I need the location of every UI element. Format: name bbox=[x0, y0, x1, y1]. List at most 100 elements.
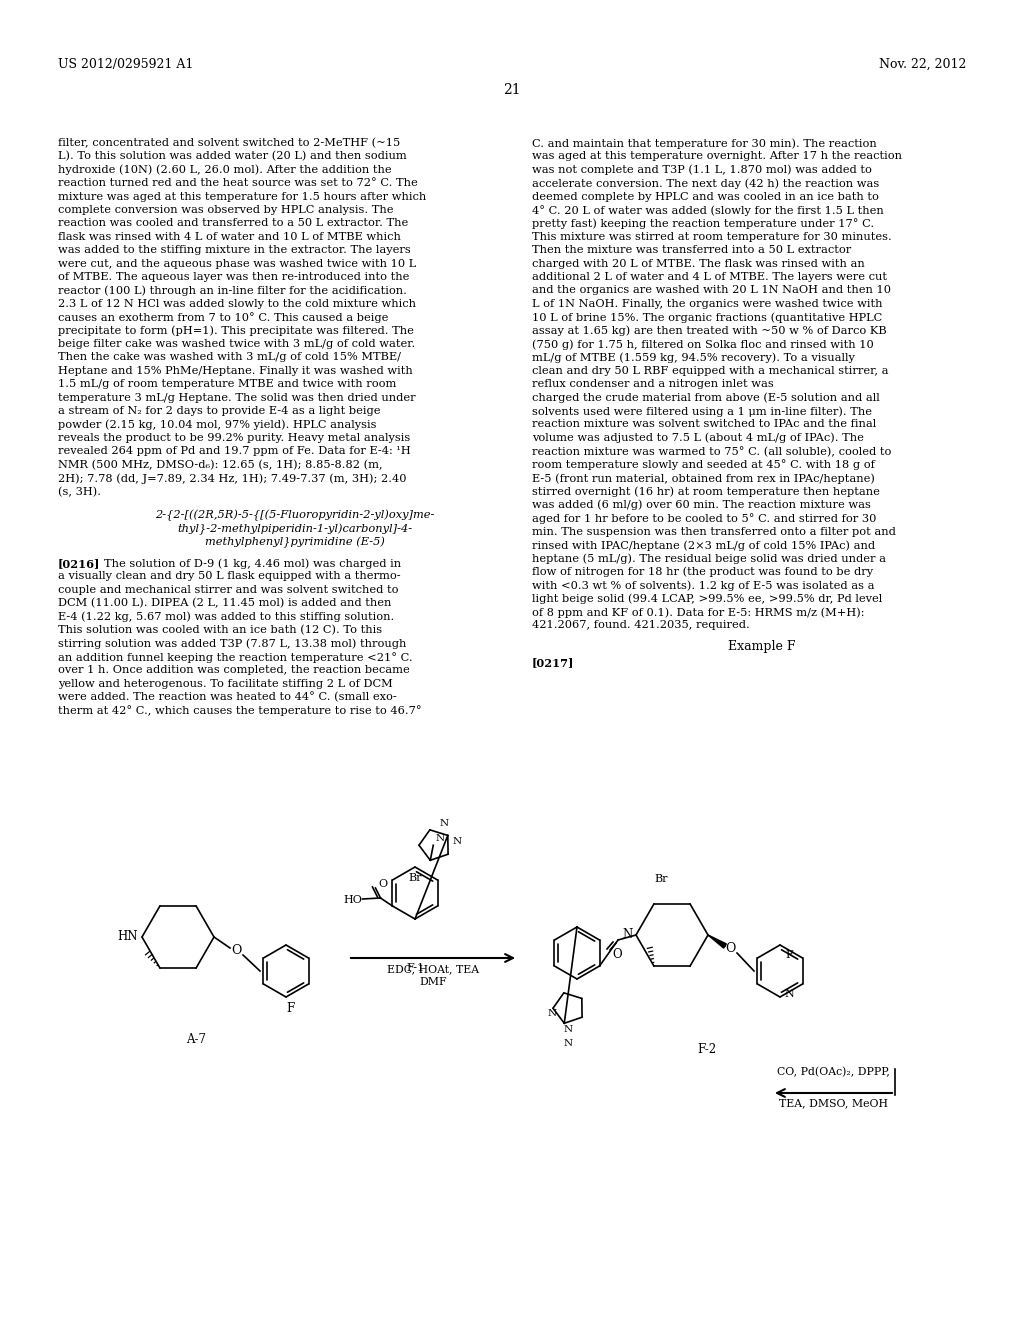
Text: HN: HN bbox=[118, 931, 138, 944]
Text: N: N bbox=[453, 837, 462, 846]
Text: Br: Br bbox=[409, 873, 422, 883]
Text: Example F: Example F bbox=[728, 640, 796, 653]
Text: The solution of D-9 (1 kg, 4.46 mol) was charged in: The solution of D-9 (1 kg, 4.46 mol) was… bbox=[104, 558, 401, 569]
Text: 421.2067, found. 421.2035, required.: 421.2067, found. 421.2035, required. bbox=[532, 620, 750, 631]
Text: therm at 42° C., which causes the temperature to rise to 46.7°: therm at 42° C., which causes the temper… bbox=[58, 705, 422, 717]
Text: Br: Br bbox=[654, 874, 668, 884]
Text: reactor (100 L) through an in-line filter for the acidification.: reactor (100 L) through an in-line filte… bbox=[58, 285, 407, 296]
Text: N: N bbox=[564, 1039, 573, 1048]
Text: 2.3 L of 12 N HCl was added slowly to the cold mixture which: 2.3 L of 12 N HCl was added slowly to th… bbox=[58, 298, 416, 309]
Text: (750 g) for 1.75 h, filtered on Solka floc and rinsed with 10: (750 g) for 1.75 h, filtered on Solka fl… bbox=[532, 339, 873, 350]
Text: EDC, HOAt, TEA: EDC, HOAt, TEA bbox=[387, 964, 479, 974]
Text: min. The suspension was then transferred onto a filter pot and: min. The suspension was then transferred… bbox=[532, 527, 896, 537]
Text: N: N bbox=[435, 834, 444, 842]
Text: TEA, DMSO, MeOH: TEA, DMSO, MeOH bbox=[779, 1098, 888, 1107]
Text: an addition funnel keeping the reaction temperature <21° C.: an addition funnel keeping the reaction … bbox=[58, 652, 413, 663]
Text: CO, Pd(OAc)₂, DPPP,: CO, Pd(OAc)₂, DPPP, bbox=[777, 1067, 890, 1077]
Text: Heptane and 15% PhMe/Heptane. Finally it was washed with: Heptane and 15% PhMe/Heptane. Finally it… bbox=[58, 366, 413, 376]
Text: yellow and heterogenous. To facilitate stiffing 2 L of DCM: yellow and heterogenous. To facilitate s… bbox=[58, 678, 393, 689]
Text: room temperature slowly and seeded at 45° C. with 18 g of: room temperature slowly and seeded at 45… bbox=[532, 459, 874, 470]
Text: O: O bbox=[379, 879, 388, 888]
Text: N: N bbox=[564, 1024, 573, 1034]
Text: F: F bbox=[785, 950, 793, 960]
Text: complete conversion was observed by HPLC analysis. The: complete conversion was observed by HPLC… bbox=[58, 205, 393, 215]
Text: causes an exotherm from 7 to 10° C. This caused a beige: causes an exotherm from 7 to 10° C. This… bbox=[58, 313, 388, 323]
Text: precipitate to form (pH=1). This precipitate was filtered. The: precipitate to form (pH=1). This precipi… bbox=[58, 326, 414, 337]
Text: 2-{2-[((2R,5R)-5-{[(5-Fluoropyridin-2-yl)oxy]me-: 2-{2-[((2R,5R)-5-{[(5-Fluoropyridin-2-yl… bbox=[156, 510, 434, 521]
Text: flask was rinsed with 4 L of water and 10 L of MTBE which: flask was rinsed with 4 L of water and 1… bbox=[58, 232, 400, 242]
Text: A-7: A-7 bbox=[186, 1034, 206, 1045]
Text: a stream of N₂ for 2 days to provide E-4 as a light beige: a stream of N₂ for 2 days to provide E-4… bbox=[58, 407, 381, 416]
Text: (s, 3H).: (s, 3H). bbox=[58, 486, 101, 496]
Text: was added to the stiffing mixture in the extractor. The layers: was added to the stiffing mixture in the… bbox=[58, 246, 411, 255]
Text: Nov. 22, 2012: Nov. 22, 2012 bbox=[879, 58, 966, 71]
Text: mixture was aged at this temperature for 1.5 hours after which: mixture was aged at this temperature for… bbox=[58, 191, 426, 202]
Text: were added. The reaction was heated to 44° C. (small exo-: were added. The reaction was heated to 4… bbox=[58, 692, 396, 702]
Text: O: O bbox=[230, 945, 242, 957]
Text: [0216]: [0216] bbox=[58, 558, 100, 569]
Text: temperature 3 mL/g Heptane. The solid was then dried under: temperature 3 mL/g Heptane. The solid wa… bbox=[58, 392, 416, 403]
Text: N: N bbox=[623, 928, 633, 941]
Text: E-4 (1.22 kg, 5.67 mol) was added to this stiffing solution.: E-4 (1.22 kg, 5.67 mol) was added to thi… bbox=[58, 611, 394, 622]
Text: Then the cake was washed with 3 mL/g of cold 15% MTBE/: Then the cake was washed with 3 mL/g of … bbox=[58, 352, 401, 363]
Text: volume was adjusted to 7.5 L (about 4 mL/g of IPAc). The: volume was adjusted to 7.5 L (about 4 mL… bbox=[532, 433, 864, 444]
Text: 4° C. 20 L of water was added (slowly for the first 1.5 L then: 4° C. 20 L of water was added (slowly fo… bbox=[532, 205, 884, 216]
Text: light beige solid (99.4 LCAP, >99.5% ee, >99.5% dr, Pd level: light beige solid (99.4 LCAP, >99.5% ee,… bbox=[532, 594, 883, 605]
Text: hydroxide (10N) (2.60 L, 26.0 mol). After the addition the: hydroxide (10N) (2.60 L, 26.0 mol). Afte… bbox=[58, 165, 391, 176]
Text: L of 1N NaOH. Finally, the organics were washed twice with: L of 1N NaOH. Finally, the organics were… bbox=[532, 298, 883, 309]
Text: charged with 20 L of MTBE. The flask was rinsed with an: charged with 20 L of MTBE. The flask was… bbox=[532, 259, 864, 268]
Text: over 1 h. Once addition was completed, the reaction became: over 1 h. Once addition was completed, t… bbox=[58, 665, 410, 676]
Text: thyl}-2-methylpiperidin-1-yl)carbonyl]-4-: thyl}-2-methylpiperidin-1-yl)carbonyl]-4… bbox=[177, 523, 413, 535]
Text: reveals the product to be 99.2% purity. Heavy metal analysis: reveals the product to be 99.2% purity. … bbox=[58, 433, 411, 442]
Text: heptane (5 mL/g). The residual beige solid was dried under a: heptane (5 mL/g). The residual beige sol… bbox=[532, 553, 886, 564]
Text: and the organics are washed with 20 L 1N NaOH and then 10: and the organics are washed with 20 L 1N… bbox=[532, 285, 891, 296]
Polygon shape bbox=[708, 935, 726, 948]
Text: N: N bbox=[440, 820, 450, 829]
Text: reaction mixture was warmed to 75° C. (all soluble), cooled to: reaction mixture was warmed to 75° C. (a… bbox=[532, 446, 891, 457]
Text: E-5 (front run material, obtained from rex in IPAc/heptane): E-5 (front run material, obtained from r… bbox=[532, 473, 874, 483]
Text: with <0.3 wt % of solvents). 1.2 kg of E-5 was isolated as a: with <0.3 wt % of solvents). 1.2 kg of E… bbox=[532, 581, 874, 591]
Text: reaction was cooled and transferred to a 50 L extractor. The: reaction was cooled and transferred to a… bbox=[58, 218, 409, 228]
Text: N: N bbox=[548, 1008, 557, 1018]
Text: clean and dry 50 L RBF equipped with a mechanical stirrer, a: clean and dry 50 L RBF equipped with a m… bbox=[532, 366, 889, 376]
Text: O: O bbox=[725, 942, 735, 956]
Text: [0217]: [0217] bbox=[532, 657, 574, 668]
Text: of MTBE. The aqueous layer was then re-introduced into the: of MTBE. The aqueous layer was then re-i… bbox=[58, 272, 410, 282]
Text: stirring solution was added T3P (7.87 L, 13.38 mol) through: stirring solution was added T3P (7.87 L,… bbox=[58, 639, 407, 649]
Text: 1.5 mL/g of room temperature MTBE and twice with room: 1.5 mL/g of room temperature MTBE and tw… bbox=[58, 379, 396, 389]
Text: aged for 1 hr before to be cooled to 5° C. and stirred for 30: aged for 1 hr before to be cooled to 5° … bbox=[532, 513, 877, 524]
Text: a visually clean and dry 50 L flask equipped with a thermo-: a visually clean and dry 50 L flask equi… bbox=[58, 572, 400, 581]
Text: flow of nitrogen for 18 hr (the product was found to be dry: flow of nitrogen for 18 hr (the product … bbox=[532, 566, 873, 577]
Text: charged the crude material from above (E-5 solution and all: charged the crude material from above (E… bbox=[532, 392, 880, 403]
Text: O: O bbox=[612, 948, 622, 961]
Text: reaction turned red and the heat source was set to 72° C. The: reaction turned red and the heat source … bbox=[58, 178, 418, 189]
Text: F: F bbox=[286, 1002, 294, 1015]
Text: This mixture was stirred at room temperature for 30 minutes.: This mixture was stirred at room tempera… bbox=[532, 232, 892, 242]
Text: powder (2.15 kg, 10.04 mol, 97% yield). HPLC analysis: powder (2.15 kg, 10.04 mol, 97% yield). … bbox=[58, 420, 377, 430]
Text: 10 L of brine 15%. The organic fractions (quantitative HPLC: 10 L of brine 15%. The organic fractions… bbox=[532, 313, 883, 323]
Text: filter, concentrated and solvent switched to 2-MeTHF (~15: filter, concentrated and solvent switche… bbox=[58, 139, 400, 148]
Text: DMF: DMF bbox=[419, 977, 446, 987]
Text: mL/g of MTBE (1.559 kg, 94.5% recovery). To a visually: mL/g of MTBE (1.559 kg, 94.5% recovery).… bbox=[532, 352, 855, 363]
Text: pretty fast) keeping the reaction temperature under 17° C.: pretty fast) keeping the reaction temper… bbox=[532, 218, 874, 230]
Text: NMR (500 MHz, DMSO-d₆): 12.65 (s, 1H); 8.85-8.82 (m,: NMR (500 MHz, DMSO-d₆): 12.65 (s, 1H); 8… bbox=[58, 459, 383, 470]
Text: N: N bbox=[784, 989, 794, 999]
Text: L). To this solution was added water (20 L) and then sodium: L). To this solution was added water (20… bbox=[58, 152, 407, 162]
Text: reflux condenser and a nitrogen inlet was: reflux condenser and a nitrogen inlet wa… bbox=[532, 379, 774, 389]
Text: 2H); 7.78 (dd, J=7.89, 2.34 Hz, 1H); 7.49-7.37 (m, 3H); 2.40: 2H); 7.78 (dd, J=7.89, 2.34 Hz, 1H); 7.4… bbox=[58, 473, 407, 483]
Text: was added (6 ml/g) over 60 min. The reaction mixture was: was added (6 ml/g) over 60 min. The reac… bbox=[532, 500, 870, 511]
Text: This solution was cooled with an ice bath (12 C). To this: This solution was cooled with an ice bat… bbox=[58, 624, 382, 635]
Text: DCM (11.00 L). DIPEA (2 L, 11.45 mol) is added and then: DCM (11.00 L). DIPEA (2 L, 11.45 mol) is… bbox=[58, 598, 391, 609]
Text: of 8 ppm and KF of 0.1). Data for E-5: HRMS m/z (M+H):: of 8 ppm and KF of 0.1). Data for E-5: H… bbox=[532, 607, 864, 618]
Text: couple and mechanical stirrer and was solvent switched to: couple and mechanical stirrer and was so… bbox=[58, 585, 398, 595]
Text: beige filter cake was washed twice with 3 mL/g of cold water.: beige filter cake was washed twice with … bbox=[58, 339, 416, 348]
Text: additional 2 L of water and 4 L of MTBE. The layers were cut: additional 2 L of water and 4 L of MTBE.… bbox=[532, 272, 887, 282]
Text: revealed 264 ppm of Pd and 19.7 ppm of Fe. Data for E-4: ¹H: revealed 264 ppm of Pd and 19.7 ppm of F… bbox=[58, 446, 411, 457]
Text: solvents used were filtered using a 1 μm in-line filter). The: solvents used were filtered using a 1 μm… bbox=[532, 407, 872, 417]
Text: C. and maintain that temperature for 30 min). The reaction: C. and maintain that temperature for 30 … bbox=[532, 139, 877, 149]
Text: were cut, and the aqueous phase was washed twice with 10 L: were cut, and the aqueous phase was wash… bbox=[58, 259, 416, 268]
Text: 21: 21 bbox=[503, 83, 521, 96]
Text: F-1: F-1 bbox=[406, 964, 424, 973]
Text: rinsed with IPAC/heptane (2×3 mL/g of cold 15% IPAc) and: rinsed with IPAC/heptane (2×3 mL/g of co… bbox=[532, 540, 876, 550]
Text: was aged at this temperature overnight. After 17 h the reaction: was aged at this temperature overnight. … bbox=[532, 152, 902, 161]
